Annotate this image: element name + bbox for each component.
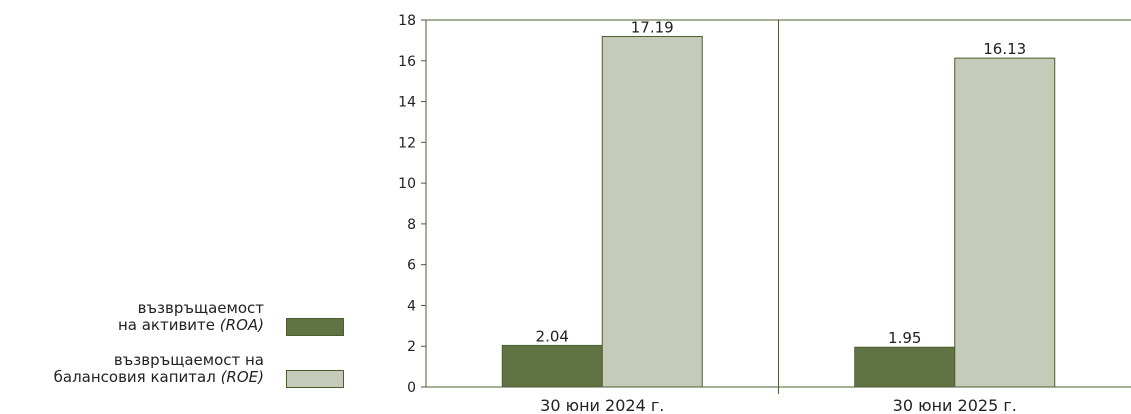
legend-item-roe: възвръщаемост на балансовия капитал (ROE… xyxy=(0,352,350,396)
data-label: 17.19 xyxy=(631,19,674,37)
x-category-label: 30 юни 2024 г. xyxy=(540,396,664,414)
x-category-label: 30 юни 2025 г. xyxy=(893,396,1017,414)
legend-label-roa-line1: възвръщаемост xyxy=(137,299,264,317)
legend-label-roe: възвръщаемост на балансовия капитал (ROE… xyxy=(54,352,264,386)
bar-roa xyxy=(854,346,956,388)
bar-roe xyxy=(601,36,703,388)
legend-label-roe-line1: възвръщаемост на xyxy=(113,351,264,369)
legend-label-roe-line2: балансовия капитал xyxy=(53,368,216,386)
y-tick-label: 8 xyxy=(407,217,416,233)
bar-roa xyxy=(501,344,603,388)
data-label: 16.13 xyxy=(983,40,1026,58)
y-tick-label: 6 xyxy=(407,258,416,274)
data-label: 2.04 xyxy=(536,327,569,345)
legend-item-roa: възвръщаемост на активите (ROA) xyxy=(0,300,350,344)
y-tick-label: 18 xyxy=(398,13,416,29)
legend-label-roa-line2: на активите xyxy=(117,316,216,334)
y-tick-label: 14 xyxy=(398,95,416,111)
y-tick-label: 16 xyxy=(398,54,416,70)
legend-label-roa-abbr: (ROA) xyxy=(219,316,264,334)
legend-swatch-roe xyxy=(286,370,344,388)
bar-roe xyxy=(954,57,1056,388)
y-tick-label: 4 xyxy=(407,298,416,314)
legend-label-roa: възвръщаемост на активите (ROA) xyxy=(118,300,264,334)
data-label: 1.95 xyxy=(888,329,921,347)
y-tick-label: 0 xyxy=(407,380,416,396)
y-tick-label: 12 xyxy=(398,135,416,151)
y-tick-label: 2 xyxy=(407,339,416,355)
legend-label-roe-abbr: (ROE) xyxy=(220,368,264,386)
legend-swatch-roa xyxy=(286,318,344,336)
y-tick-label: 10 xyxy=(398,176,416,192)
